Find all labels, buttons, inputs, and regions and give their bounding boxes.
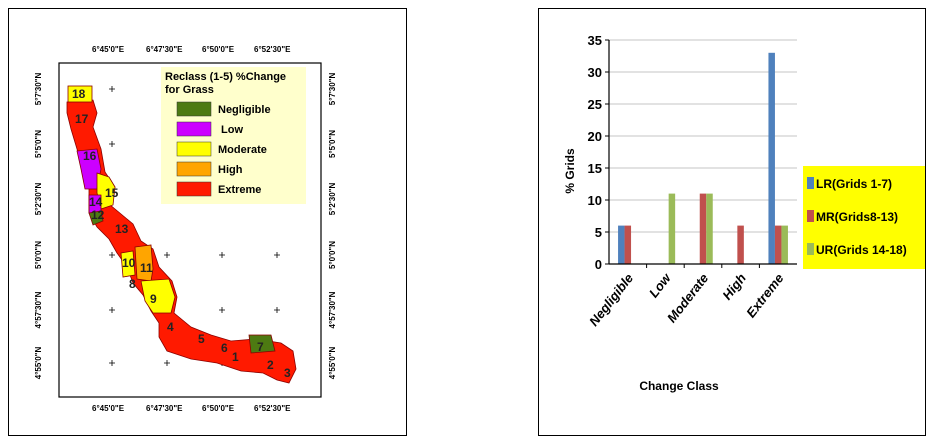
grid-number: 5: [198, 332, 205, 346]
latitude-labels-right: 5°7'30"N 5°5'0"N 5°2'30"N 5°0'0"N 4°57'3…: [328, 73, 337, 380]
grid-number: 16: [83, 149, 97, 163]
lat-label: 5°2'30"N: [34, 183, 43, 216]
grid-number-labels: 18 17 16 15 14 12 13 10 11 8 9 4 5 6 1 7…: [72, 87, 291, 380]
lon-label: 6°47'30"E: [146, 404, 183, 413]
lat-label: 5°5'0"N: [34, 130, 43, 158]
lon-label: 6°50'0"E: [202, 404, 235, 413]
y-tick-label: 5: [595, 225, 602, 240]
longitude-labels-top: 6°45'0"E 6°47'30"E 6°50'0"E 6°52'30"E: [92, 45, 291, 54]
y-tick-label: 0: [595, 257, 602, 272]
chart-legend-swatch: [807, 243, 814, 255]
y-tick-label: 20: [588, 129, 602, 144]
bar-lr-negligible: [618, 225, 625, 264]
grid-number: 2: [267, 358, 274, 372]
grid-number: 12: [91, 208, 105, 222]
bar-mr-negligible: [624, 225, 632, 264]
lon-label: 6°47'30"E: [146, 45, 183, 54]
map-legend-swatch: [176, 121, 212, 137]
lat-label: 4°55'0"N: [328, 347, 337, 380]
map-svg: 18 17 16 15 14 12 13 10 11 8 9 4 5 6 1 7…: [34, 45, 337, 413]
y-tick-label: 35: [588, 33, 602, 48]
map-legend-label: Low: [221, 124, 243, 136]
chart-legend-swatch: [807, 177, 814, 189]
map-legend: Reclass (1-5) %Change for Grass Negligib…: [161, 67, 306, 204]
latitude-labels-left: 5°7'30"N 5°5'0"N 5°2'30"N 5°0'0"N 4°57'3…: [34, 73, 43, 380]
chart-panel: 0 5 10 15 20 25 30 35 Negligible Low Moderate High E…: [538, 8, 926, 436]
grid-number: 11: [140, 261, 153, 275]
lat-label: 4°57'30"N: [34, 291, 43, 328]
lon-label: 6°45'0"E: [92, 45, 125, 54]
grid-number: 7: [257, 340, 264, 354]
chart-legend-label: UR(Grids 14-18): [816, 243, 907, 257]
grid-number: 10: [122, 256, 136, 270]
map-legend-swatch: [176, 141, 212, 157]
study-area: [66, 85, 297, 384]
map-legend-label: Extreme: [218, 184, 261, 196]
x-category-label: Extreme: [743, 271, 786, 321]
y-tick-label: 25: [588, 97, 602, 112]
map-legend-subtitle: for Grass: [165, 84, 214, 96]
bar-mr-extreme: [774, 225, 782, 264]
map-legend-swatch: [176, 161, 212, 177]
x-category-label: Negligible: [586, 271, 636, 329]
chart-legend-label: LR(Grids 1-7): [816, 177, 892, 191]
y-tick-label: 15: [588, 161, 602, 176]
grid-number: 4: [167, 320, 174, 334]
bar-ur-moderate: [706, 193, 713, 264]
grid-number: 9: [150, 292, 157, 306]
lat-label: 5°0'0"N: [328, 241, 337, 269]
grid-number: 14: [89, 195, 103, 209]
y-axis-title: % Grids: [563, 148, 577, 194]
grid-number: 17: [75, 112, 89, 126]
x-category-label: Low: [646, 270, 674, 300]
chart-legend-swatch: [807, 210, 814, 222]
y-tick-label: 10: [588, 193, 602, 208]
lat-label: 5°2'30"N: [328, 183, 337, 216]
map-legend-label: Negligible: [218, 104, 271, 116]
map-legend-label: Moderate: [218, 144, 267, 156]
lat-label: 5°0'0"N: [34, 241, 43, 269]
lon-label: 6°52'30"E: [254, 404, 291, 413]
grid-number: 6: [221, 341, 228, 355]
chart-legend-background: [803, 166, 925, 269]
map-legend-swatch: [176, 181, 212, 197]
lat-label: 5°7'30"N: [328, 73, 337, 106]
map-legend-swatch: [176, 101, 212, 117]
bar-mr-moderate: [699, 193, 707, 264]
lon-label: 6°52'30"E: [254, 45, 291, 54]
grid-number: 13: [115, 222, 129, 236]
lat-label: 5°7'30"N: [34, 73, 43, 106]
grid-number: 8: [129, 277, 136, 291]
grid-number: 15: [105, 186, 119, 200]
chart-legend-label: MR(Grids8-13): [816, 210, 898, 224]
grid-number: 3: [284, 366, 291, 380]
lon-label: 6°50'0"E: [202, 45, 235, 54]
map-legend-label: High: [218, 164, 243, 176]
lat-label: 4°57'30"N: [328, 291, 337, 328]
bar-ur-low: [668, 193, 676, 264]
bar-lr-extreme: [768, 52, 775, 264]
graticule-marks: [109, 86, 280, 366]
map-legend-title: Reclass (1-5) %Change: [165, 71, 286, 83]
longitude-labels-bottom: 6°45'0"E 6°47'30"E 6°50'0"E 6°52'30"E: [92, 404, 291, 413]
x-category-label: High: [719, 271, 749, 303]
grid-number: 18: [72, 87, 86, 101]
lat-label: 5°5'0"N: [328, 130, 337, 158]
x-axis-title: Change Class: [639, 379, 719, 393]
lon-label: 6°45'0"E: [92, 404, 125, 413]
bar-mr-high: [737, 225, 744, 264]
lat-label: 4°55'0"N: [34, 347, 43, 380]
map-panel: 18 17 16 15 14 12 13 10 11 8 9 4 5 6 1 7…: [8, 8, 407, 436]
grid-number: 1: [232, 350, 239, 364]
y-tick-label: 30: [588, 65, 602, 80]
bar-ur-extreme: [781, 225, 788, 264]
